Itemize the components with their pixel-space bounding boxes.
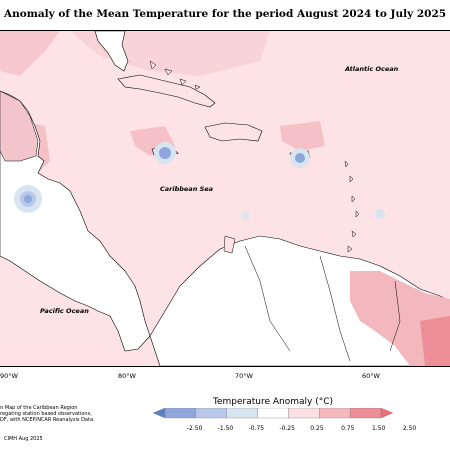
colorbar-tick-label: -0.25 <box>279 425 295 432</box>
map-title: Anomaly of the Mean Temperature for the … <box>3 8 447 20</box>
colorbar-segment <box>164 408 197 419</box>
lake-maracaibo <box>223 235 236 254</box>
note-credit: CIMH Aug 2025 <box>4 436 43 442</box>
note-line1: n Map of the Caribbean Region <box>0 405 78 411</box>
country-borders <box>244 245 401 362</box>
tick-60w: 60°W <box>362 372 380 380</box>
land-guianas-hot <box>420 316 450 366</box>
map-canvas: Atlantic Ocean Caribbean Sea Pacific Oce… <box>0 31 450 366</box>
anomaly-patch-pr <box>280 121 325 151</box>
colorbar-segment <box>226 408 258 419</box>
cool-spot-east <box>375 209 385 219</box>
label-pacific: Pacific Ocean <box>40 307 89 315</box>
tick-70w: 70°W <box>235 372 253 380</box>
cool-spot-jamaica-inner <box>159 147 171 159</box>
colorbar-segment <box>257 408 289 419</box>
colorbar-segment <box>349 408 382 419</box>
land-florida <box>94 31 129 72</box>
colorbar-tick-label: 1.50 <box>372 425 386 432</box>
colorbar-segment <box>288 408 320 419</box>
land-hispaniola <box>204 122 263 142</box>
land-bahamas <box>149 60 201 90</box>
land-cuba <box>117 74 216 108</box>
colorbar-extend-high <box>380 408 393 419</box>
tick-90w: 90°W <box>0 372 18 380</box>
temperature-anomaly-map: Atlantic Ocean Caribbean Sea Pacific Oce… <box>0 30 450 367</box>
note-line3: DF, with NCEP/NCAR Reanalysis Data. <box>0 417 95 423</box>
legend-colorbar <box>153 408 393 419</box>
anomaly-patch-gulf <box>0 31 60 76</box>
cool-spot-aruba <box>241 212 249 220</box>
colorbar-tick-label: 2.50 <box>402 425 417 432</box>
label-caribbean: Caribbean Sea <box>160 185 213 193</box>
tick-80w: 80°W <box>118 372 136 380</box>
land-central-america <box>0 90 151 352</box>
colorbar-segment <box>195 408 227 419</box>
land-yucatan <box>0 90 39 162</box>
cool-spot-belize-inner <box>24 195 32 203</box>
cool-spot-pr-inner <box>295 153 305 163</box>
colorbar-tick-label: -2.50 <box>186 425 203 432</box>
colorbar-tick-label: 0.75 <box>341 425 355 432</box>
colorbar-tick-label: -1.50 <box>217 425 234 432</box>
land-lesser-antilles <box>344 160 360 253</box>
note-line2: regating station based observations, <box>0 411 92 417</box>
label-atlantic: Atlantic Ocean <box>344 65 399 73</box>
legend-title: Temperature Anomaly (°C) <box>213 397 334 407</box>
colorbar-segment <box>319 408 351 419</box>
colorbar-tick-label: 0.25 <box>310 425 324 432</box>
colorbar-extend-low <box>153 408 166 419</box>
colorbar-tick-label: -0.75 <box>248 425 265 432</box>
